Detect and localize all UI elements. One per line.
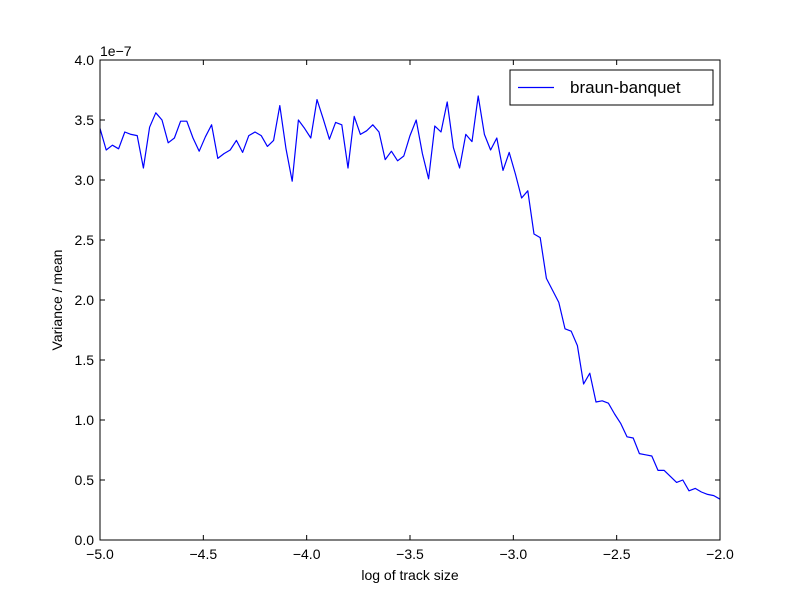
x-tick-label: −5.0 [86, 546, 114, 562]
series-line-0 [99, 95, 721, 500]
y-tick-label: 3.5 [75, 112, 95, 128]
y-axis-offset-label: 1e−7 [100, 43, 132, 59]
legend: braun-banquet [509, 69, 714, 106]
y-tick-label: 4.0 [75, 52, 95, 68]
tick-labels: −5.0 −4.5 −4.0 −3.5 −3.0 −2.5 −2.0 0.0 0.5 1.0 1.5… [75, 52, 735, 562]
x-tick-label: −2.5 [603, 546, 631, 562]
y-tick-label: 1.5 [75, 352, 95, 368]
x-tick-label: −4.5 [190, 546, 218, 562]
plot-area [99, 95, 721, 500]
x-tick-label: −3.5 [396, 546, 424, 562]
y-tick-label: 2.5 [75, 232, 95, 248]
y-axis-label: Variance / mean [49, 250, 65, 351]
x-axis-label: log of track size [361, 567, 458, 583]
legend-label: braun-banquet [570, 78, 681, 97]
y-tick-label: 3.0 [75, 172, 95, 188]
x-tick-label: −4.0 [293, 546, 321, 562]
y-tick-label: 0.0 [75, 532, 95, 548]
x-tick-label: −2.0 [706, 546, 734, 562]
axis-ticks [99, 59, 721, 541]
y-tick-label: 1.0 [75, 412, 95, 428]
y-tick-label: 2.0 [75, 292, 95, 308]
plot-frame [99, 59, 721, 541]
x-tick-label: −3.0 [500, 546, 528, 562]
y-tick-label: 0.5 [75, 472, 95, 488]
